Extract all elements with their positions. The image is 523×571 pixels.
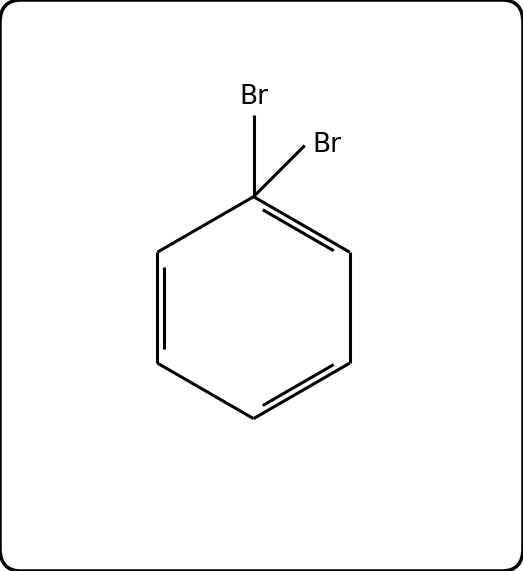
Text: Br: Br xyxy=(239,84,268,110)
Text: Br: Br xyxy=(312,132,342,159)
